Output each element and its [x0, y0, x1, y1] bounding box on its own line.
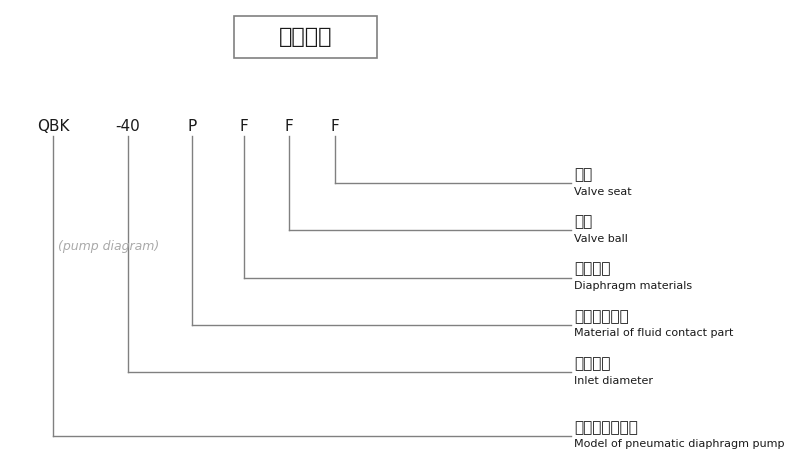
Text: 气动隔膜泵型号: 气动隔膜泵型号	[574, 420, 638, 435]
Text: Inlet diameter: Inlet diameter	[574, 376, 653, 386]
Text: -40: -40	[115, 119, 140, 133]
Text: Model of pneumatic diaphragm pump: Model of pneumatic diaphragm pump	[574, 439, 784, 449]
Text: 进料口径: 进料口径	[574, 356, 611, 371]
FancyBboxPatch shape	[235, 16, 377, 58]
Text: 阀座: 阀座	[574, 167, 592, 182]
Text: Valve ball: Valve ball	[574, 234, 628, 244]
Text: Material of fluid contact part: Material of fluid contact part	[574, 328, 733, 338]
Text: (pump diagram): (pump diagram)	[58, 240, 159, 254]
Text: P: P	[188, 119, 197, 133]
Text: F: F	[330, 119, 339, 133]
Text: Valve seat: Valve seat	[574, 187, 632, 197]
Text: F: F	[239, 119, 248, 133]
Text: 隔膜材质: 隔膜材质	[574, 262, 611, 276]
Text: QBK: QBK	[37, 119, 70, 133]
Text: Diaphragm materials: Diaphragm materials	[574, 281, 692, 291]
Text: 阀球: 阀球	[574, 214, 592, 229]
Text: F: F	[285, 119, 294, 133]
Text: 型号说明: 型号说明	[279, 27, 333, 47]
Text: 过流部件材质: 过流部件材质	[574, 309, 629, 324]
